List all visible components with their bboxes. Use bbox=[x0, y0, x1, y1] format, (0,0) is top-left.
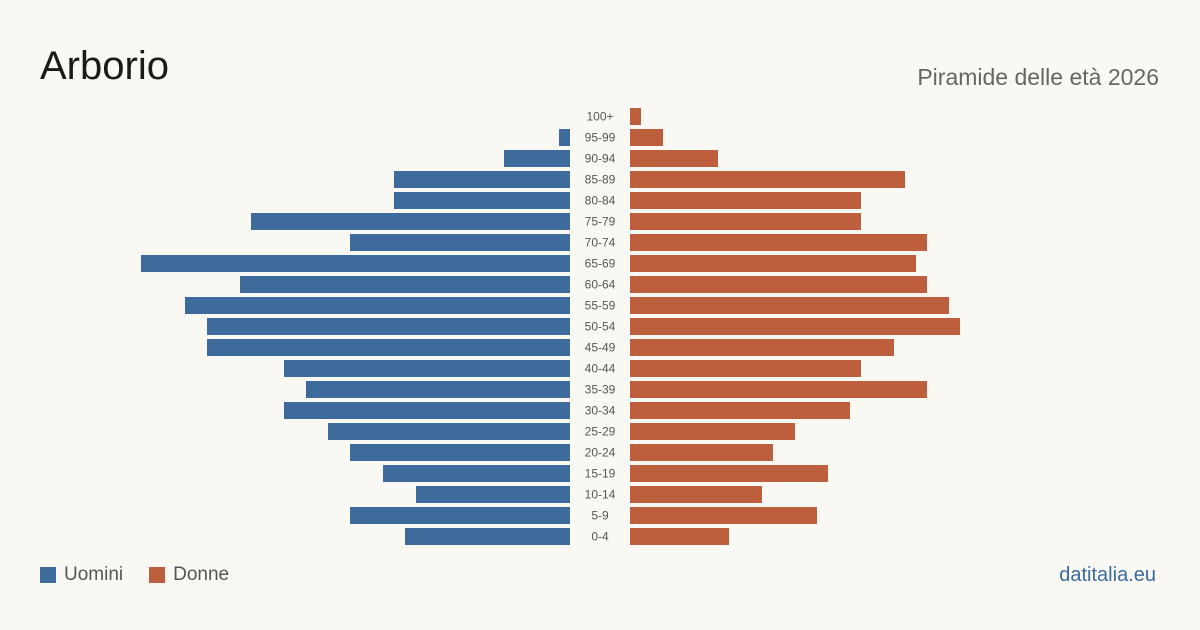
bar-men-85-89 bbox=[394, 171, 570, 188]
bar-men-5-9 bbox=[350, 507, 570, 524]
age-label-0-4: 0-4 bbox=[591, 530, 609, 544]
bar-women-30-34 bbox=[630, 402, 850, 419]
age-label-100+: 100+ bbox=[586, 110, 613, 124]
brand-link[interactable]: datitalia.eu bbox=[1059, 564, 1156, 586]
bar-women-70-74 bbox=[630, 234, 927, 251]
legend-label-women: Donne bbox=[173, 564, 230, 585]
bar-women-80-84 bbox=[630, 192, 861, 209]
bar-women-35-39 bbox=[630, 381, 927, 398]
bar-men-65-69 bbox=[141, 255, 570, 272]
age-label-15-19: 15-19 bbox=[585, 467, 616, 481]
legend: Uomini Donne bbox=[40, 564, 255, 586]
bar-women-10-14 bbox=[630, 486, 762, 503]
bar-men-30-34 bbox=[284, 402, 570, 419]
bar-men-90-94 bbox=[504, 150, 570, 167]
bar-women-15-19 bbox=[630, 465, 828, 482]
bar-men-50-54 bbox=[207, 318, 570, 335]
bar-men-70-74 bbox=[350, 234, 570, 251]
age-label-60-64: 60-64 bbox=[585, 278, 616, 292]
legend-swatch-men bbox=[40, 567, 56, 583]
age-label-35-39: 35-39 bbox=[585, 383, 616, 397]
bar-men-55-59 bbox=[185, 297, 570, 314]
bar-men-80-84 bbox=[394, 192, 570, 209]
bar-men-15-19 bbox=[383, 465, 570, 482]
age-label-10-14: 10-14 bbox=[585, 488, 616, 502]
bar-women-75-79 bbox=[630, 213, 861, 230]
bar-women-60-64 bbox=[630, 276, 927, 293]
bar-men-25-29 bbox=[328, 423, 570, 440]
age-label-90-94: 90-94 bbox=[585, 152, 616, 166]
bar-men-35-39 bbox=[306, 381, 570, 398]
age-label-75-79: 75-79 bbox=[585, 215, 616, 229]
bar-men-0-4 bbox=[405, 528, 570, 545]
age-label-95-99: 95-99 bbox=[585, 131, 616, 145]
bar-women-100+ bbox=[630, 108, 641, 125]
bar-women-45-49 bbox=[630, 339, 894, 356]
bar-women-55-59 bbox=[630, 297, 949, 314]
bar-women-20-24 bbox=[630, 444, 773, 461]
age-label-85-89: 85-89 bbox=[585, 173, 616, 187]
bar-women-0-4 bbox=[630, 528, 729, 545]
age-label-40-44: 40-44 bbox=[585, 362, 616, 376]
bar-women-25-29 bbox=[630, 423, 795, 440]
bar-men-40-44 bbox=[284, 360, 570, 377]
bar-women-5-9 bbox=[630, 507, 817, 524]
bar-women-85-89 bbox=[630, 171, 905, 188]
bar-men-10-14 bbox=[416, 486, 570, 503]
age-label-70-74: 70-74 bbox=[585, 236, 616, 250]
page-title: Arborio bbox=[40, 44, 169, 88]
bar-men-95-99 bbox=[559, 129, 570, 146]
bar-men-20-24 bbox=[350, 444, 570, 461]
bar-women-90-94 bbox=[630, 150, 718, 167]
bar-men-75-79 bbox=[251, 213, 570, 230]
age-label-30-34: 30-34 bbox=[585, 404, 616, 418]
bar-women-95-99 bbox=[630, 129, 663, 146]
bar-women-65-69 bbox=[630, 255, 916, 272]
age-label-25-29: 25-29 bbox=[585, 425, 616, 439]
legend-item-women: Donne bbox=[149, 564, 229, 586]
age-label-50-54: 50-54 bbox=[585, 320, 616, 334]
bar-women-50-54 bbox=[630, 318, 960, 335]
legend-item-men: Uomini bbox=[40, 564, 123, 586]
age-label-55-59: 55-59 bbox=[585, 299, 616, 313]
age-label-80-84: 80-84 bbox=[585, 194, 616, 208]
bar-men-45-49 bbox=[207, 339, 570, 356]
legend-swatch-women bbox=[149, 567, 166, 583]
age-label-65-69: 65-69 bbox=[585, 257, 616, 271]
age-label-20-24: 20-24 bbox=[585, 446, 616, 460]
legend-label-men: Uomini bbox=[64, 564, 124, 585]
age-label-5-9: 5-9 bbox=[591, 509, 609, 523]
age-label-45-49: 45-49 bbox=[585, 341, 616, 355]
bar-women-40-44 bbox=[630, 360, 861, 377]
bar-men-60-64 bbox=[240, 276, 570, 293]
chart-subtitle: Piramide delle età 2026 bbox=[917, 64, 1159, 90]
